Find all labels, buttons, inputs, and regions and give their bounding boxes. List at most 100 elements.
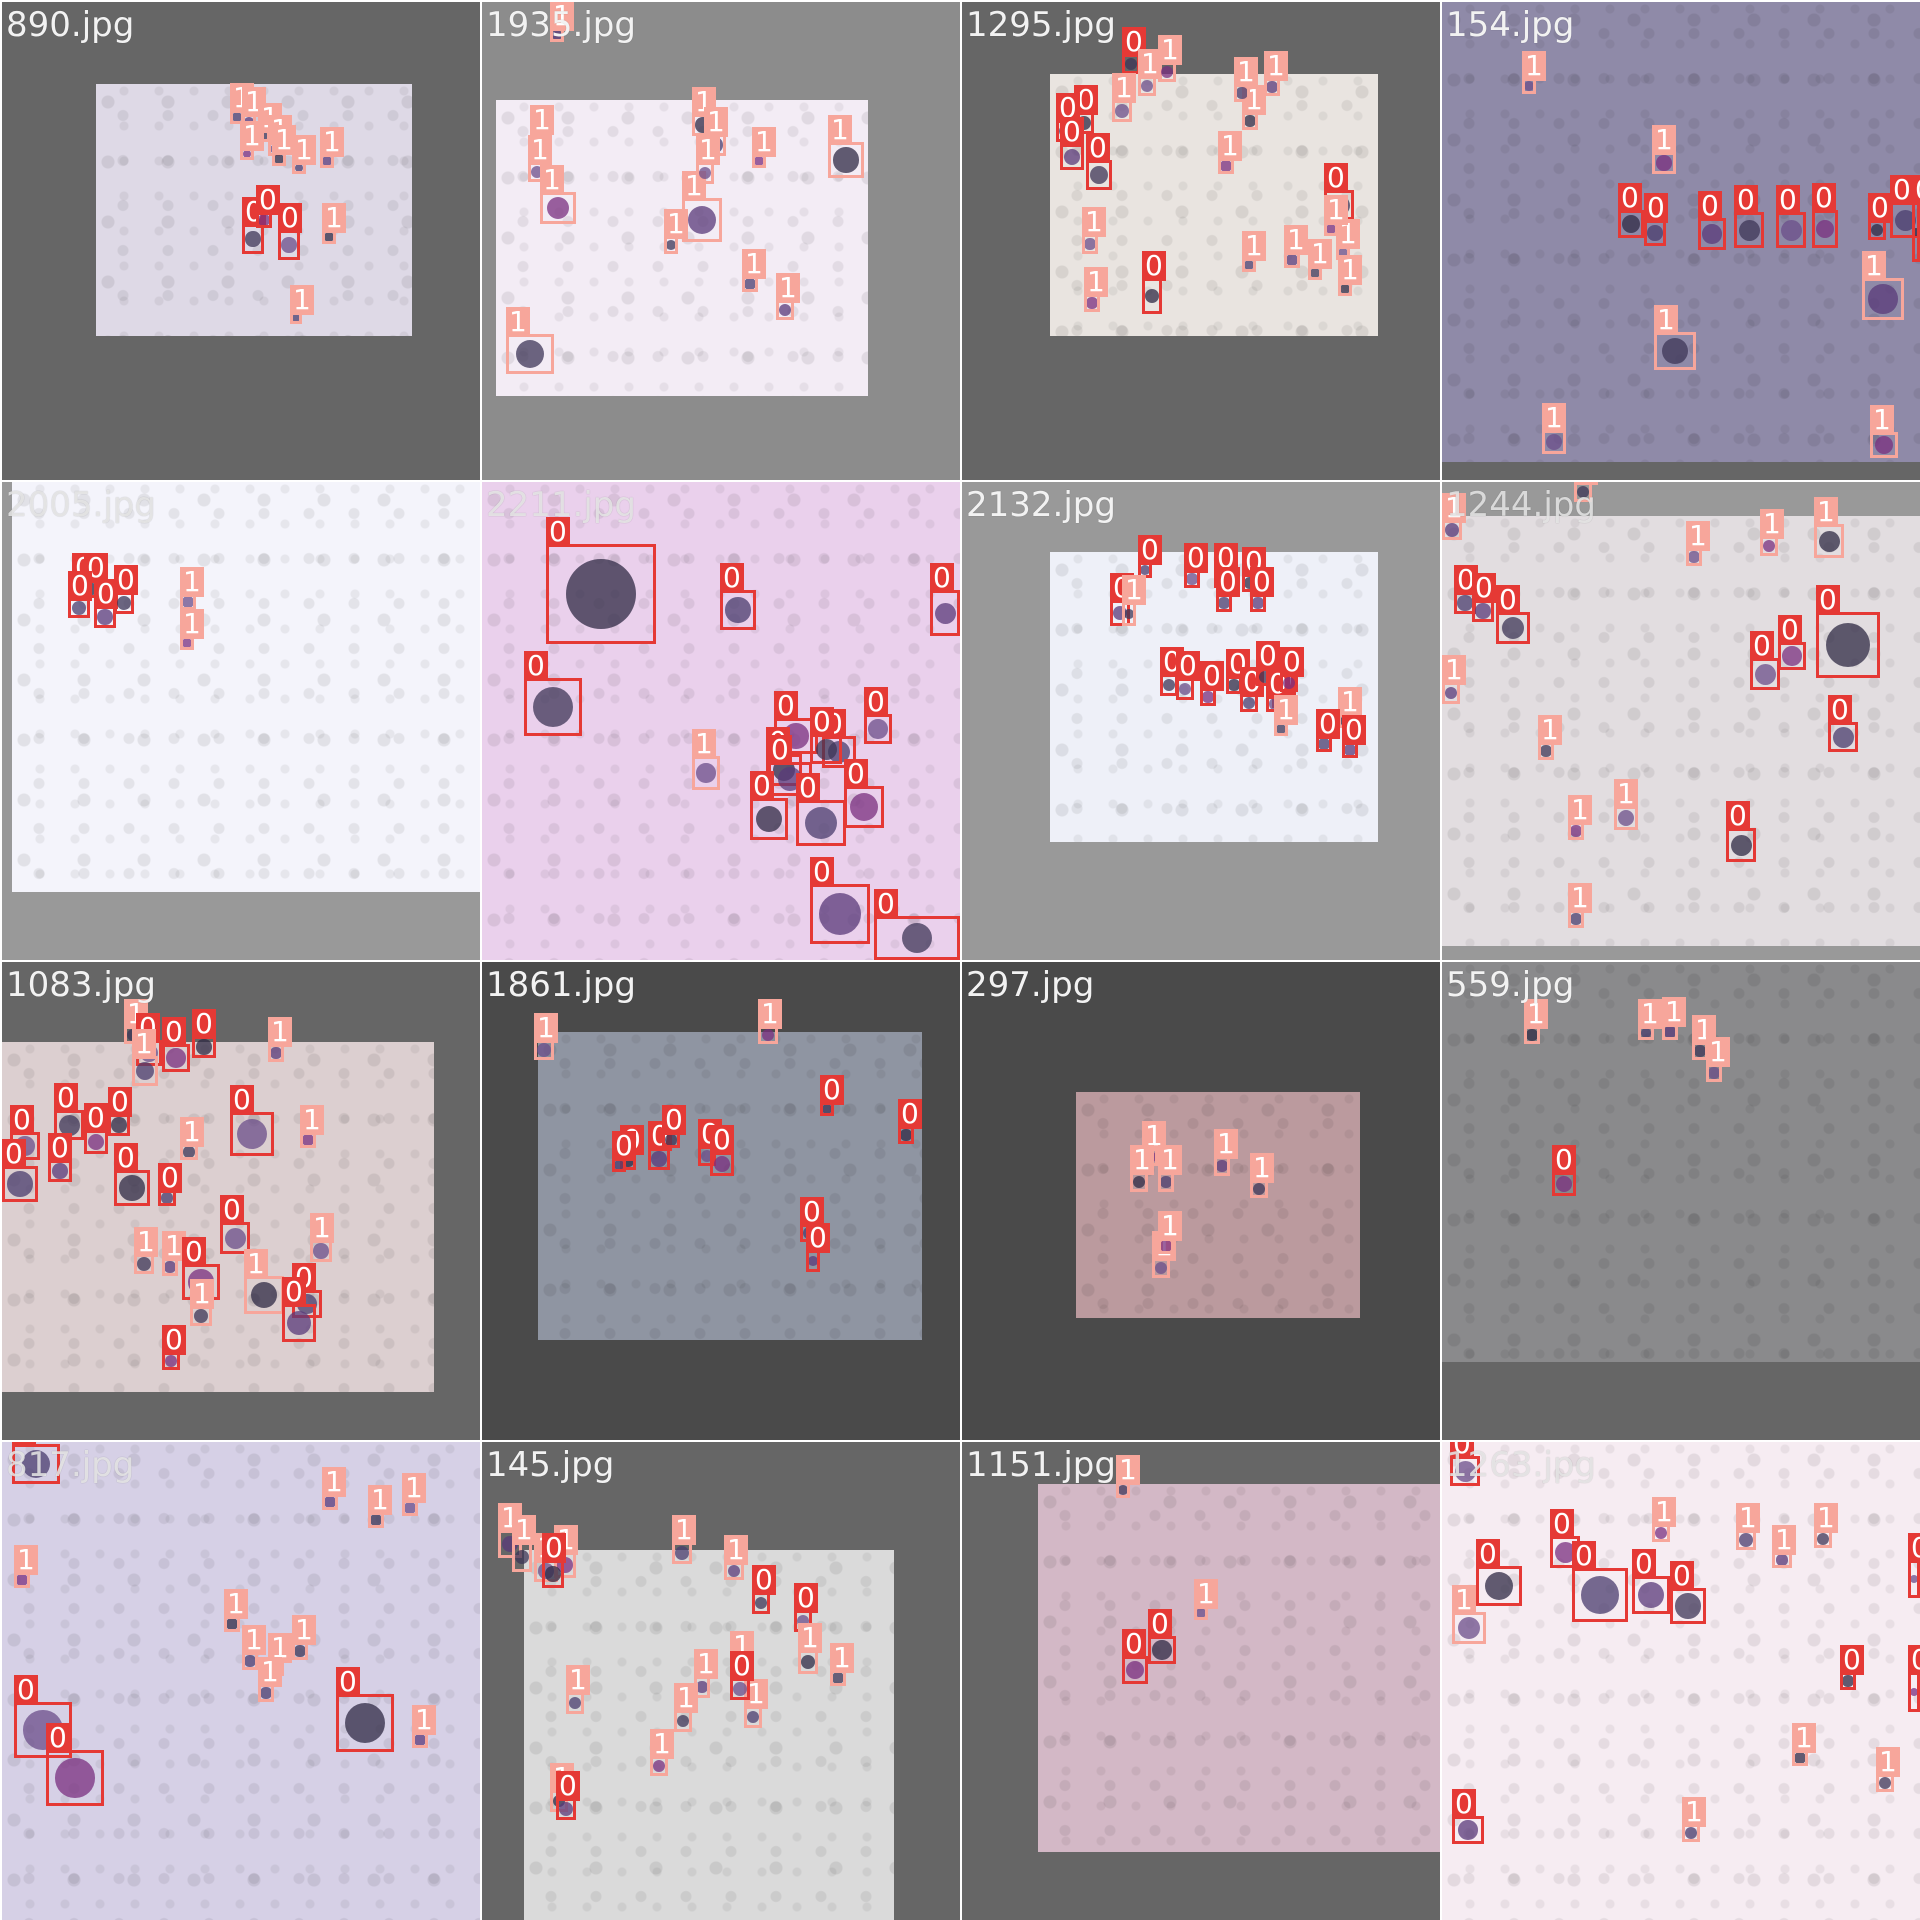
cell [804, 806, 838, 840]
detection-box: 1 [1792, 1723, 1816, 1766]
class-label: 1 [1264, 51, 1288, 81]
class-label: 1 [1452, 1585, 1476, 1615]
cell [559, 1802, 573, 1816]
detection-box: 1 [1308, 239, 1332, 280]
class-label: 0 [1890, 175, 1914, 205]
cell [182, 638, 192, 648]
detection-box: 1 [1654, 305, 1696, 370]
class-label: 1 [224, 1589, 248, 1619]
detection-box: 1 [798, 1623, 822, 1674]
class-label: 0 [1476, 1539, 1500, 1569]
detection-box: 1 [1638, 999, 1662, 1040]
cell [1621, 214, 1641, 234]
microscopy-image [1050, 74, 1378, 336]
detection-box: 1 [268, 1017, 292, 1062]
cell [537, 1043, 551, 1057]
cell [1647, 225, 1663, 241]
detection-box: 0 [108, 1087, 132, 1136]
detection-box: 1 [1264, 51, 1288, 96]
class-label: 0 [1142, 251, 1166, 281]
mosaic-tile: 1100000000001861.jpg [482, 962, 960, 1440]
class-label: 0 [542, 1533, 566, 1563]
cell [868, 719, 888, 739]
class-label: 1 [1638, 999, 1662, 1029]
cell [1576, 485, 1590, 499]
cell [1754, 663, 1776, 685]
detection-box: 0 [1644, 193, 1668, 246]
cell [58, 1114, 80, 1136]
mosaic-tile: 0 1 1 0 0 0 0 1 1 1 1 1 0 1 1 0 1 1 1 1 1 1 1295.jpg [962, 2, 1440, 480]
cell [137, 1257, 151, 1271]
class-label: 1 [1772, 1525, 1796, 1555]
cell [934, 602, 956, 624]
detection-box: 0 [114, 565, 138, 614]
class-label: 0 [84, 1103, 108, 1133]
image-filename: 2211.jpg [486, 485, 636, 525]
class-label: 0 [930, 563, 954, 593]
cell [164, 1261, 176, 1273]
class-label: 0 [1726, 801, 1750, 831]
detection-box: 1 [664, 209, 688, 254]
cell [822, 1104, 832, 1114]
class-label: 1 [1142, 1121, 1166, 1151]
detection-box: 0 [806, 1223, 830, 1272]
cell [532, 686, 574, 728]
cell [688, 206, 716, 234]
class-label: 1 [1218, 131, 1242, 161]
detection-box: 0 [1750, 631, 1780, 690]
cell [119, 1175, 145, 1201]
cell [566, 559, 636, 629]
cell [1554, 1541, 1576, 1563]
class-label: 1 [1336, 219, 1360, 249]
detection-box: 0 [242, 197, 266, 254]
detection-box: 1 [1242, 231, 1266, 272]
detection-box: 1 [566, 1665, 590, 1714]
class-label: 1 [180, 567, 204, 597]
cell [1242, 696, 1256, 710]
cell [1581, 1576, 1619, 1614]
detection-box: 1 [1116, 1455, 1140, 1498]
mosaic-tile: 1 1 0 0 1151.jpg [962, 1442, 1440, 1920]
cell [1570, 825, 1582, 837]
cell [259, 131, 269, 141]
class-label: 0 [1550, 1509, 1574, 1539]
class-label: 0 [1644, 193, 1668, 223]
class-label: 1 [1338, 255, 1362, 285]
class-label: 0 [1734, 185, 1758, 215]
cell [1641, 1028, 1651, 1038]
detection-box: 0 [1778, 615, 1806, 670]
detection-box: 0 [48, 1133, 72, 1182]
detection-box: 1 [272, 125, 296, 166]
cell [1154, 1261, 1168, 1275]
detection-box: 0 [1812, 183, 1838, 248]
class-label: 0 [1912, 175, 1920, 205]
class-label: 0 [1148, 1609, 1172, 1639]
cell [1124, 57, 1138, 71]
cell [1160, 1240, 1172, 1252]
cell [515, 1550, 529, 1564]
detection-box: 0 [14, 1675, 72, 1758]
detection-box: 1 [758, 999, 782, 1044]
image-filename: 890.jpg [6, 5, 135, 45]
image-filename: 1083.jpg [6, 965, 156, 1005]
detection-box: 0 [730, 1651, 754, 1700]
class-label: 1 [1442, 493, 1466, 523]
image-filename: 1295.jpg [966, 5, 1116, 45]
detection-box: 0 [230, 1085, 274, 1156]
detection-box: 0 [796, 773, 846, 846]
cell [1236, 87, 1248, 99]
detection-box: 1 [512, 1515, 536, 1572]
detection-box: 0 [810, 857, 870, 944]
detection-box: 1 [1158, 1211, 1182, 1254]
detection-box: 0 [556, 1771, 580, 1820]
detection-box: 1 [1876, 1747, 1900, 1792]
detection-box: 0 [524, 651, 582, 736]
mosaic-tile: 01111111100011817.jpg [2, 1442, 480, 1920]
class-label: 0 [1828, 695, 1852, 725]
detection-box: 0 [1868, 193, 1892, 240]
class-label: 0 [820, 1075, 844, 1105]
microscopy-image [1050, 552, 1378, 842]
class-label: 0 [1472, 573, 1496, 603]
cell [1132, 1175, 1146, 1189]
cell [1115, 104, 1129, 118]
